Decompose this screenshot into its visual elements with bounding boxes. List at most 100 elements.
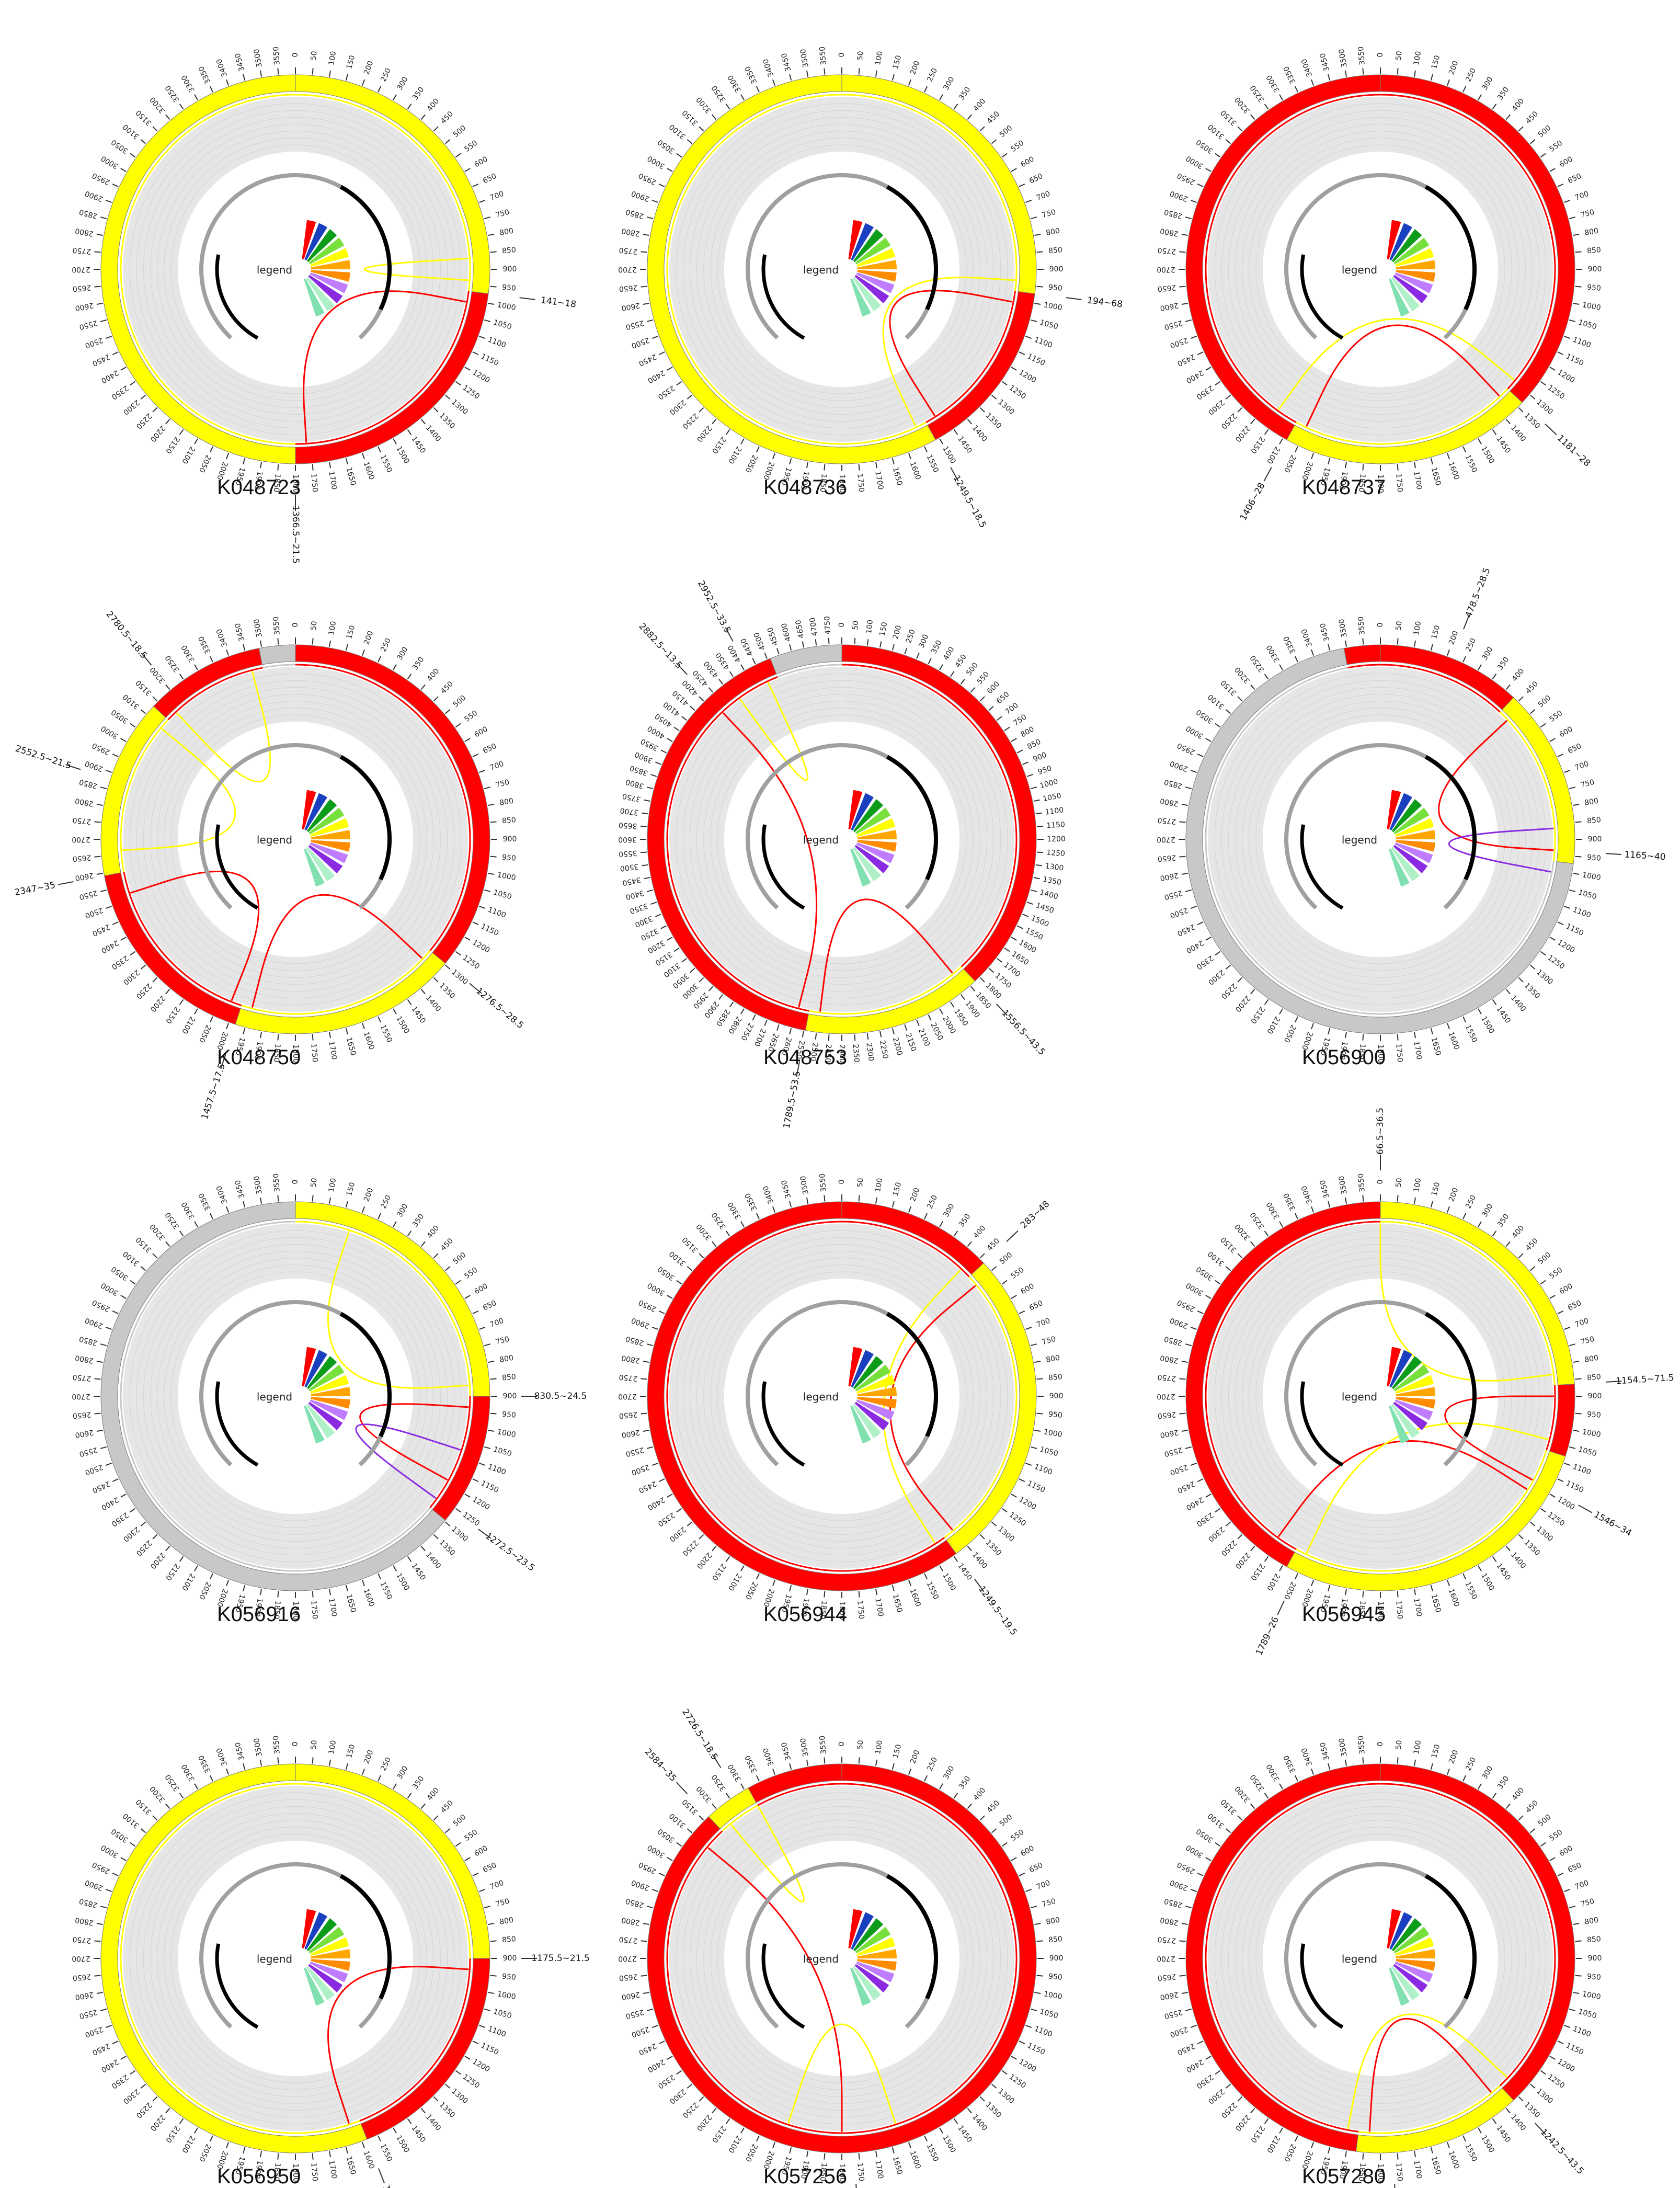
tick-mark xyxy=(479,1327,486,1330)
tick-label: 750 xyxy=(1012,713,1028,727)
tick-label: 3000 xyxy=(1184,1843,1205,1860)
tick-mark xyxy=(1215,1280,1221,1285)
tick-mark xyxy=(1564,905,1571,909)
tick-mark xyxy=(875,1197,878,1204)
ring-segment xyxy=(647,1763,1037,2153)
tick-mark xyxy=(908,1580,911,1587)
tick-label: 1650 xyxy=(345,466,358,487)
track-gridline xyxy=(1221,680,1540,999)
tick-label: 2400 xyxy=(646,2057,666,2074)
legend-fan: legend xyxy=(1342,1347,1435,1444)
tick-label: 3450 xyxy=(780,1179,793,1200)
tick-label: 3350 xyxy=(197,635,213,655)
legend-wedge xyxy=(308,1964,343,1993)
tick-label: 2200 xyxy=(695,424,713,443)
tick-mark xyxy=(953,1556,958,1562)
ring-inner-line xyxy=(1296,388,1508,445)
tick-label: 850 xyxy=(1586,816,1601,825)
tick-label: 2800 xyxy=(621,1916,641,1927)
tick-mark xyxy=(152,1534,158,1540)
inner-arc-grey xyxy=(1284,173,1381,340)
tick-label: 950 xyxy=(1586,1410,1601,1420)
tick-mark xyxy=(1492,2118,1497,2124)
tick-mark xyxy=(96,1922,103,1925)
tick-mark xyxy=(1011,1295,1017,1299)
tick-label: 2050 xyxy=(197,453,213,474)
tick-mark xyxy=(112,2041,119,2045)
tick-mark xyxy=(1505,114,1511,120)
tick-label: 100 xyxy=(327,1178,338,1193)
tick-mark xyxy=(699,1815,704,1821)
tick-mark xyxy=(100,889,107,892)
tick-label: 650 xyxy=(1567,742,1583,756)
tick-mark xyxy=(772,1206,776,1213)
tick-mark xyxy=(652,1327,658,1330)
tick-label: 1650 xyxy=(1430,1036,1443,1057)
ring-segment xyxy=(258,644,296,665)
link-line xyxy=(130,871,260,1001)
tick-mark xyxy=(105,200,112,203)
tick-label: 3250 xyxy=(639,926,660,942)
tick-mark xyxy=(1540,2070,1546,2075)
tick-label: 2550 xyxy=(625,2008,645,2021)
tick-label: 1600 xyxy=(1447,461,1461,481)
tick-label: 2050 xyxy=(1282,1023,1298,1044)
tick-label: 2900 xyxy=(1169,1878,1189,1892)
tick-label: 2800 xyxy=(726,1015,743,1035)
tick-mark xyxy=(479,770,486,773)
tick-label: 3350 xyxy=(197,65,213,85)
tick-label: 2450 xyxy=(1176,922,1196,938)
tick-label: 3500 xyxy=(799,1737,810,1757)
tick-label: 1650 xyxy=(345,2156,358,2176)
tick-mark xyxy=(464,738,471,742)
tick-mark xyxy=(854,1034,856,1041)
tick-label: 450 xyxy=(439,680,455,696)
tick-label: 3000 xyxy=(99,1281,120,1297)
tick-mark xyxy=(939,1008,943,1015)
inner-arc-black xyxy=(339,755,392,881)
tick-label: 2550 xyxy=(78,2008,99,2021)
ring-inner-line xyxy=(1205,94,1381,423)
tick-mark xyxy=(472,351,479,356)
tick-mark xyxy=(1205,1494,1212,1498)
tick-label: 3950 xyxy=(639,737,660,753)
tick-mark xyxy=(464,1494,471,1498)
tick-label: 2800 xyxy=(74,1916,94,1927)
inner-arc-grey xyxy=(746,1862,842,2029)
tick-label: 1400 xyxy=(970,2113,989,2133)
tick-mark xyxy=(130,2070,136,2075)
legend-wedge xyxy=(851,1912,874,1950)
legend-title: legend xyxy=(803,264,839,276)
tick-mark xyxy=(892,1585,895,1592)
tick-label: 2300 xyxy=(1206,2087,1226,2105)
tick-mark xyxy=(1328,74,1331,81)
tick-mark xyxy=(1529,1266,1536,1271)
tick-mark xyxy=(226,453,230,460)
tick-label: 100 xyxy=(1412,51,1423,66)
tick-label: 1800 xyxy=(1376,474,1385,493)
tick-mark xyxy=(756,1573,760,1580)
callout-label: 1457.5~17.5 xyxy=(200,1062,228,1121)
tick-mark xyxy=(1328,458,1331,465)
panel-caption: K048753 xyxy=(763,1046,847,1069)
panel-caption: K048723 xyxy=(217,476,301,499)
tick-mark xyxy=(676,1280,682,1285)
tick-mark xyxy=(673,947,680,952)
tick-mark xyxy=(1264,2118,1269,2124)
tick-label: 400 xyxy=(1511,97,1526,113)
tick-label: 2150 xyxy=(164,1005,181,1025)
tick-mark xyxy=(979,1815,985,1821)
callout-label: 1546~34 xyxy=(1592,1509,1633,1539)
tick-label: 500 xyxy=(1537,694,1553,709)
tick-mark xyxy=(1549,937,1556,941)
tick-mark xyxy=(643,1360,649,1363)
tick-label: 1200 xyxy=(1556,938,1576,955)
legend-wedge xyxy=(1387,220,1401,259)
tick-mark xyxy=(740,94,745,100)
tick-mark xyxy=(1237,126,1243,132)
tick-mark xyxy=(209,2135,213,2142)
tick-mark xyxy=(472,1872,479,1876)
tick-label: 1650 xyxy=(1430,466,1443,487)
inner-hole xyxy=(178,1841,413,2076)
track-gridline xyxy=(1249,1827,1512,2090)
